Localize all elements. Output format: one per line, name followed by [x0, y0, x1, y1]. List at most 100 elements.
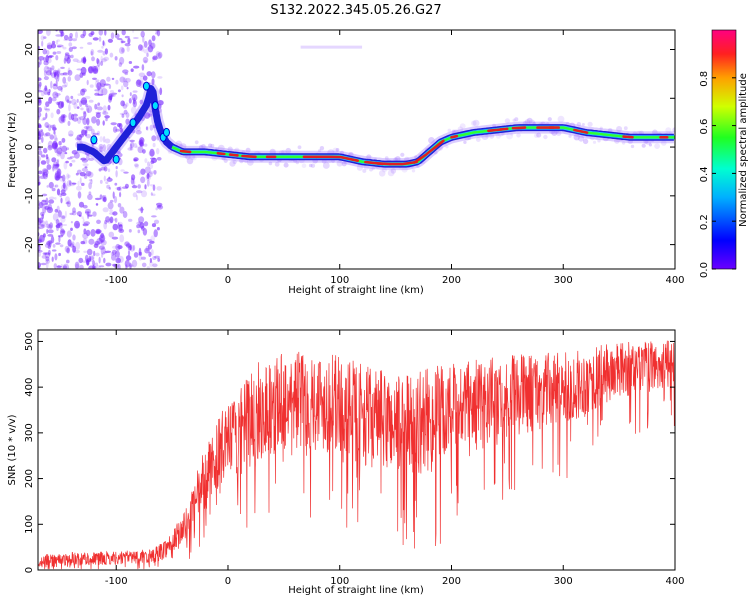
scatter-point [53, 213, 59, 221]
scatter-point [54, 263, 57, 269]
scatter-point [101, 247, 106, 255]
scatter-point [82, 216, 84, 219]
scatter-point [80, 158, 86, 161]
halo-point [320, 146, 324, 150]
scatter-point [60, 32, 63, 37]
scatter-point [60, 73, 64, 76]
scatter-point [60, 264, 63, 271]
scatter-point [57, 169, 61, 177]
scatter-point [53, 52, 57, 55]
scatter-point [86, 134, 91, 138]
scatter-point [55, 242, 60, 244]
x-tick-label: 300 [554, 275, 573, 286]
scatter-point [92, 211, 96, 217]
scatter-point [77, 99, 79, 103]
scatter-point [64, 58, 66, 64]
halo-point [298, 145, 302, 149]
scatter-point [66, 202, 70, 204]
scatter-point [87, 108, 89, 113]
scatter-point [142, 263, 147, 268]
y-tick-label: 300 [24, 423, 35, 442]
scatter-point [143, 57, 148, 64]
scatter-point [99, 257, 101, 264]
scatter-point [78, 191, 82, 198]
scatter-point [100, 79, 106, 87]
scatter-point [58, 141, 61, 145]
scatter-point [119, 192, 121, 197]
scatter-point [138, 230, 141, 234]
scatter-point [89, 100, 94, 103]
scatter-point [43, 36, 46, 39]
scatter-point [108, 39, 113, 43]
scatter-point [150, 160, 154, 164]
scatter-point [76, 68, 82, 70]
scatter-point [41, 160, 46, 165]
scatter-point [147, 173, 150, 179]
scatter-point [110, 53, 114, 58]
scatter-point [95, 253, 100, 257]
scatter-point [148, 45, 153, 52]
scatter-point [99, 36, 102, 41]
scatter-point [69, 180, 71, 185]
scatter-point [38, 56, 44, 61]
scatter-point [127, 38, 130, 44]
scatter-point [115, 218, 118, 223]
scatter-point [45, 243, 50, 248]
scatter-point [44, 76, 49, 80]
scatter-point [43, 233, 46, 237]
scatter-point [76, 173, 79, 176]
scatter-point [120, 169, 124, 172]
scatter-point [39, 82, 42, 87]
scatter-point [49, 222, 53, 229]
y-tick-label: 0 [24, 567, 35, 573]
scatter-point [123, 172, 129, 174]
scatter-point [144, 158, 147, 163]
scatter-point [72, 117, 78, 122]
halo-point [654, 143, 660, 149]
snr-x-label: Height of straight line (km) [288, 585, 424, 596]
scatter-point [128, 250, 130, 256]
scatter-point [111, 32, 114, 39]
scatter-point [116, 166, 118, 169]
scatter-point [75, 137, 81, 140]
scatter-point [50, 134, 55, 139]
scatter-point [57, 206, 60, 214]
scatter-point [80, 177, 82, 184]
scatter-point [83, 111, 86, 114]
y-tick-label: 20 [24, 43, 35, 56]
scatter-point [56, 109, 60, 115]
scatter-point [88, 215, 93, 217]
scatter-point [79, 215, 82, 217]
ridge-peak [353, 160, 358, 161]
scatter-point [146, 53, 148, 57]
halo-point [473, 120, 480, 127]
chart-title: S132.2022.345.05.26.G27 [270, 3, 441, 18]
scatter-point [63, 114, 66, 118]
scatter-point [41, 224, 46, 227]
scatter-point [111, 95, 115, 97]
scatter-point [133, 37, 139, 39]
scatter-point [157, 76, 162, 79]
scatter-point [74, 221, 80, 229]
scatter-point [122, 94, 124, 97]
scatter-point [101, 46, 103, 49]
scatter-point [88, 182, 92, 189]
scatter-point [153, 184, 156, 191]
scatter-point [69, 47, 73, 52]
y-tick-label: 400 [24, 378, 35, 397]
ridge-blob [152, 102, 158, 110]
scatter-point [96, 220, 101, 224]
ridge-peak [181, 151, 190, 152]
x-tick-label: 200 [442, 576, 461, 587]
scatter-point [46, 28, 51, 36]
scatter-point [48, 145, 53, 151]
halo-point [642, 144, 646, 148]
scatter-point [70, 96, 73, 99]
ridge-peak [488, 130, 501, 131]
scatter-point [139, 171, 141, 175]
scatter-point [83, 30, 87, 36]
scatter-point [103, 144, 106, 152]
scatter-point [58, 101, 63, 109]
scatter-point [47, 67, 51, 69]
